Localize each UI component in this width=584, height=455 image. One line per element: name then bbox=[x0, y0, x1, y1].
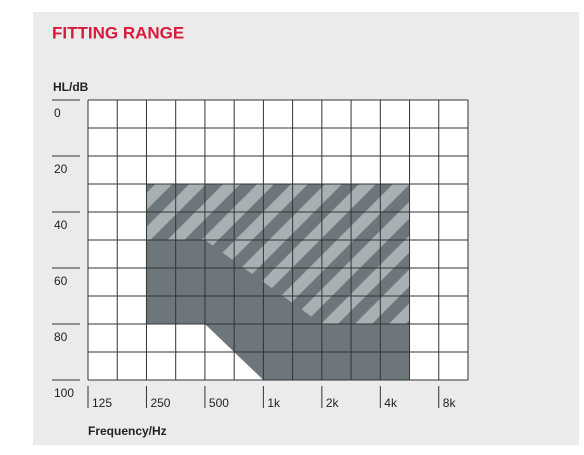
x-tick-label: 500 bbox=[209, 396, 229, 410]
x-axis-title: Frequency/Hz bbox=[88, 424, 167, 438]
y-tick-label: 0 bbox=[54, 106, 61, 120]
x-tick-label: 1k bbox=[267, 396, 281, 410]
x-tick-label: 2k bbox=[326, 396, 340, 410]
x-tick-label: 4k bbox=[384, 396, 398, 410]
y-axis-title: HL/dB bbox=[53, 80, 89, 94]
range-area bbox=[146, 184, 410, 324]
y-tick-label: 100 bbox=[54, 386, 74, 400]
y-tick-label: 20 bbox=[54, 162, 68, 176]
x-tick-label: 8k bbox=[443, 396, 457, 410]
x-tick-label: 250 bbox=[150, 396, 170, 410]
y-tick-label: 60 bbox=[54, 274, 68, 288]
y-tick-label: 40 bbox=[54, 218, 68, 232]
y-tick-label: 80 bbox=[54, 330, 68, 344]
x-tick-label: 125 bbox=[92, 396, 112, 410]
chart-title: FITTING RANGE bbox=[52, 23, 184, 42]
